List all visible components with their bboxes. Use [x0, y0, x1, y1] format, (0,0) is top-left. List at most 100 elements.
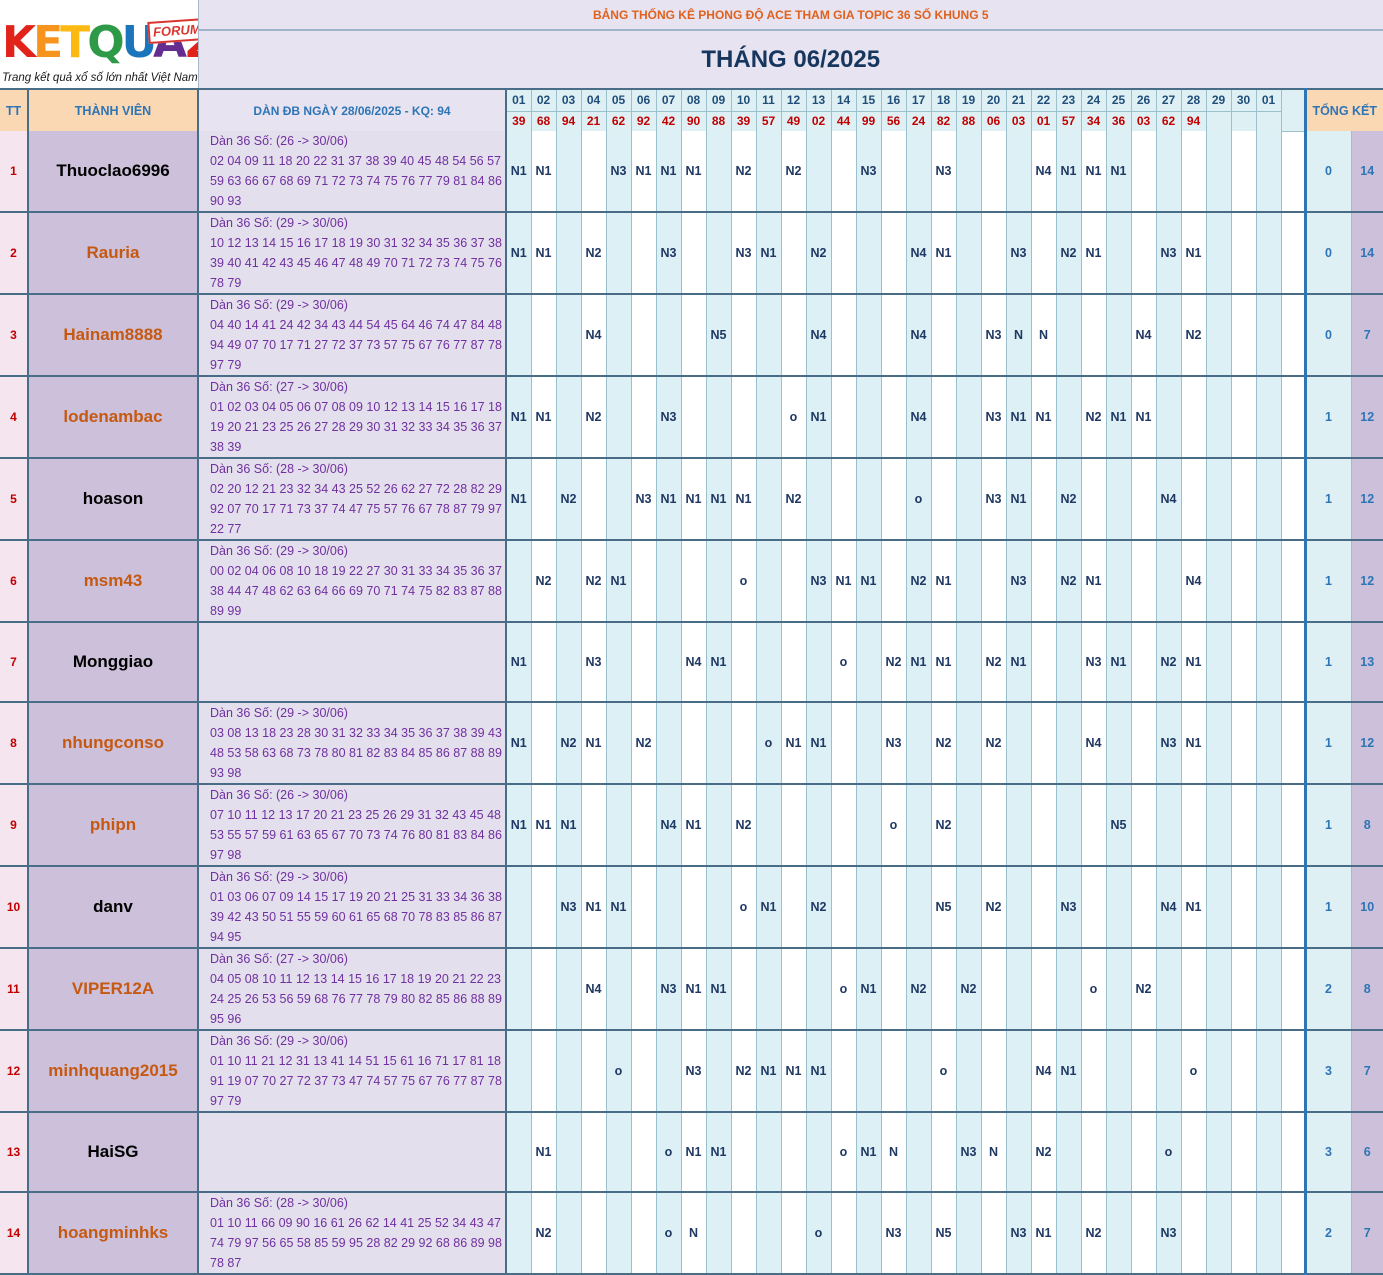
day-cell: N2: [1155, 622, 1181, 703]
day-cell: [855, 458, 881, 541]
day-cell: N3: [655, 212, 681, 295]
day-cell: [1005, 784, 1031, 867]
day-cell: N2: [930, 784, 956, 867]
day-cell: N4: [680, 622, 706, 703]
day-cell: [1255, 622, 1281, 703]
summary-total: 12: [1350, 458, 1383, 541]
day-cell: [705, 376, 731, 459]
result-header: 36: [1105, 111, 1131, 131]
day-cell: N2: [905, 540, 931, 623]
day-cell: [755, 622, 781, 703]
summary-count: 0: [1303, 212, 1351, 295]
day-cell: N1: [505, 212, 531, 295]
day-cell: [530, 458, 556, 541]
dan-numbers: Dàn 36 Số: (29 -> 30/06) 10 12 13 14 15 1…: [197, 212, 507, 295]
day-cell: [755, 948, 781, 1031]
day-cell: [1005, 866, 1031, 949]
month-title: THÁNG 06/2025: [198, 30, 1383, 88]
day-cell: N1: [530, 376, 556, 459]
dan-line: 95 96: [210, 1012, 242, 1026]
day-cell: [1130, 622, 1156, 703]
day-cell: [580, 1030, 606, 1113]
dan-numbers: [197, 622, 507, 703]
day-cell: [1105, 1192, 1131, 1275]
day-cell: [1230, 702, 1256, 785]
member-name: Monggiao: [27, 622, 198, 703]
row-spacer: [1280, 131, 1305, 213]
day-cell: N2: [1180, 294, 1206, 377]
day-cell: [1205, 1192, 1231, 1275]
dan-line: 04 05 08 10 11 12 13 14 15 16 17 18 19 2…: [210, 972, 502, 986]
day-cell: [680, 702, 706, 785]
row-number: 8: [0, 702, 28, 785]
dan-numbers: Dàn 36 Số: (29 -> 30/06) 03 08 13 18 23 2…: [197, 702, 507, 785]
row-spacer: [1280, 294, 1305, 377]
day-cell: o: [1080, 948, 1106, 1031]
day-cell: [505, 866, 531, 949]
day-header: 16: [880, 88, 906, 112]
summary-count: 3: [1303, 1030, 1351, 1113]
day-cell: [1055, 1192, 1081, 1275]
day-cell: N2: [980, 866, 1006, 949]
day-cell: [1180, 376, 1206, 459]
result-header: 62: [605, 111, 631, 131]
day-cell: N4: [1180, 540, 1206, 623]
day-cell: [730, 376, 756, 459]
day-cell: [830, 1192, 856, 1275]
day-cell: N3: [1005, 212, 1031, 295]
dan-line: Dàn 36 Số: (29 -> 30/06): [210, 544, 348, 558]
member-name: lodenambac: [27, 376, 198, 459]
result-header: 90: [680, 111, 706, 131]
day-cell: [855, 212, 881, 295]
day-cell: N3: [1155, 702, 1181, 785]
dan-line: Dàn 36 Số: (29 -> 30/06): [210, 1034, 348, 1048]
summary-count: 0: [1303, 131, 1351, 213]
dan-line: 94 49 07 70 17 71 27 72 37 73 57 75 67 7…: [210, 338, 502, 352]
day-cell: [1205, 702, 1231, 785]
day-header: 26: [1130, 88, 1156, 112]
header-tt: TT: [0, 88, 28, 131]
day-header: 11: [755, 88, 781, 112]
day-cell: N: [980, 1112, 1006, 1193]
day-cell: N3: [1005, 540, 1031, 623]
day-cell: [680, 294, 706, 377]
day-cell: [1030, 702, 1056, 785]
day-cell: [655, 622, 681, 703]
day-cell: [1255, 458, 1281, 541]
day-cell: N1: [1080, 131, 1106, 213]
day-cell: [630, 1112, 656, 1193]
day-cell: N1: [1005, 622, 1031, 703]
result-header: 01: [1030, 111, 1056, 131]
member-row: 11 VIPER12A Dàn 36 Số: (27 -> 30/06) 04 05 …: [0, 948, 1383, 1031]
day-cell: N1: [530, 784, 556, 867]
day-cell: N1: [705, 622, 731, 703]
summary-count: 1: [1303, 376, 1351, 459]
day-cell: N4: [580, 948, 606, 1031]
summary-total: 12: [1350, 540, 1383, 623]
day-cell: N1: [730, 458, 756, 541]
day-cell: N1: [505, 376, 531, 459]
day-cell: N4: [1155, 458, 1181, 541]
dan-line: Dàn 36 Số: (29 -> 30/06): [210, 870, 348, 884]
day-cell: [955, 212, 981, 295]
dan-line: 59 63 66 67 68 69 71 72 73 74 75 76 77 7…: [210, 174, 502, 188]
day-cell: [530, 1030, 556, 1113]
row-spacer: [1280, 948, 1305, 1031]
day-cell: o: [880, 784, 906, 867]
day-cell: [1230, 948, 1256, 1031]
day-cell: [930, 458, 956, 541]
dan-line: 24 25 26 53 56 59 68 76 77 78 79 80 82 8…: [210, 992, 502, 1006]
day-cell: [1105, 948, 1131, 1031]
day-cell: N1: [805, 702, 831, 785]
day-cell: [555, 376, 581, 459]
day-cell: [1180, 948, 1206, 1031]
row-spacer: [1280, 622, 1305, 703]
summary-total: 6: [1350, 1112, 1383, 1193]
day-cell: [705, 540, 731, 623]
day-cell: [1155, 376, 1181, 459]
day-header: 29: [1205, 88, 1231, 112]
day-cell: N4: [905, 294, 931, 377]
day-cell: [555, 622, 581, 703]
summary-count: 3: [1303, 1112, 1351, 1193]
day-cell: [1130, 1030, 1156, 1113]
